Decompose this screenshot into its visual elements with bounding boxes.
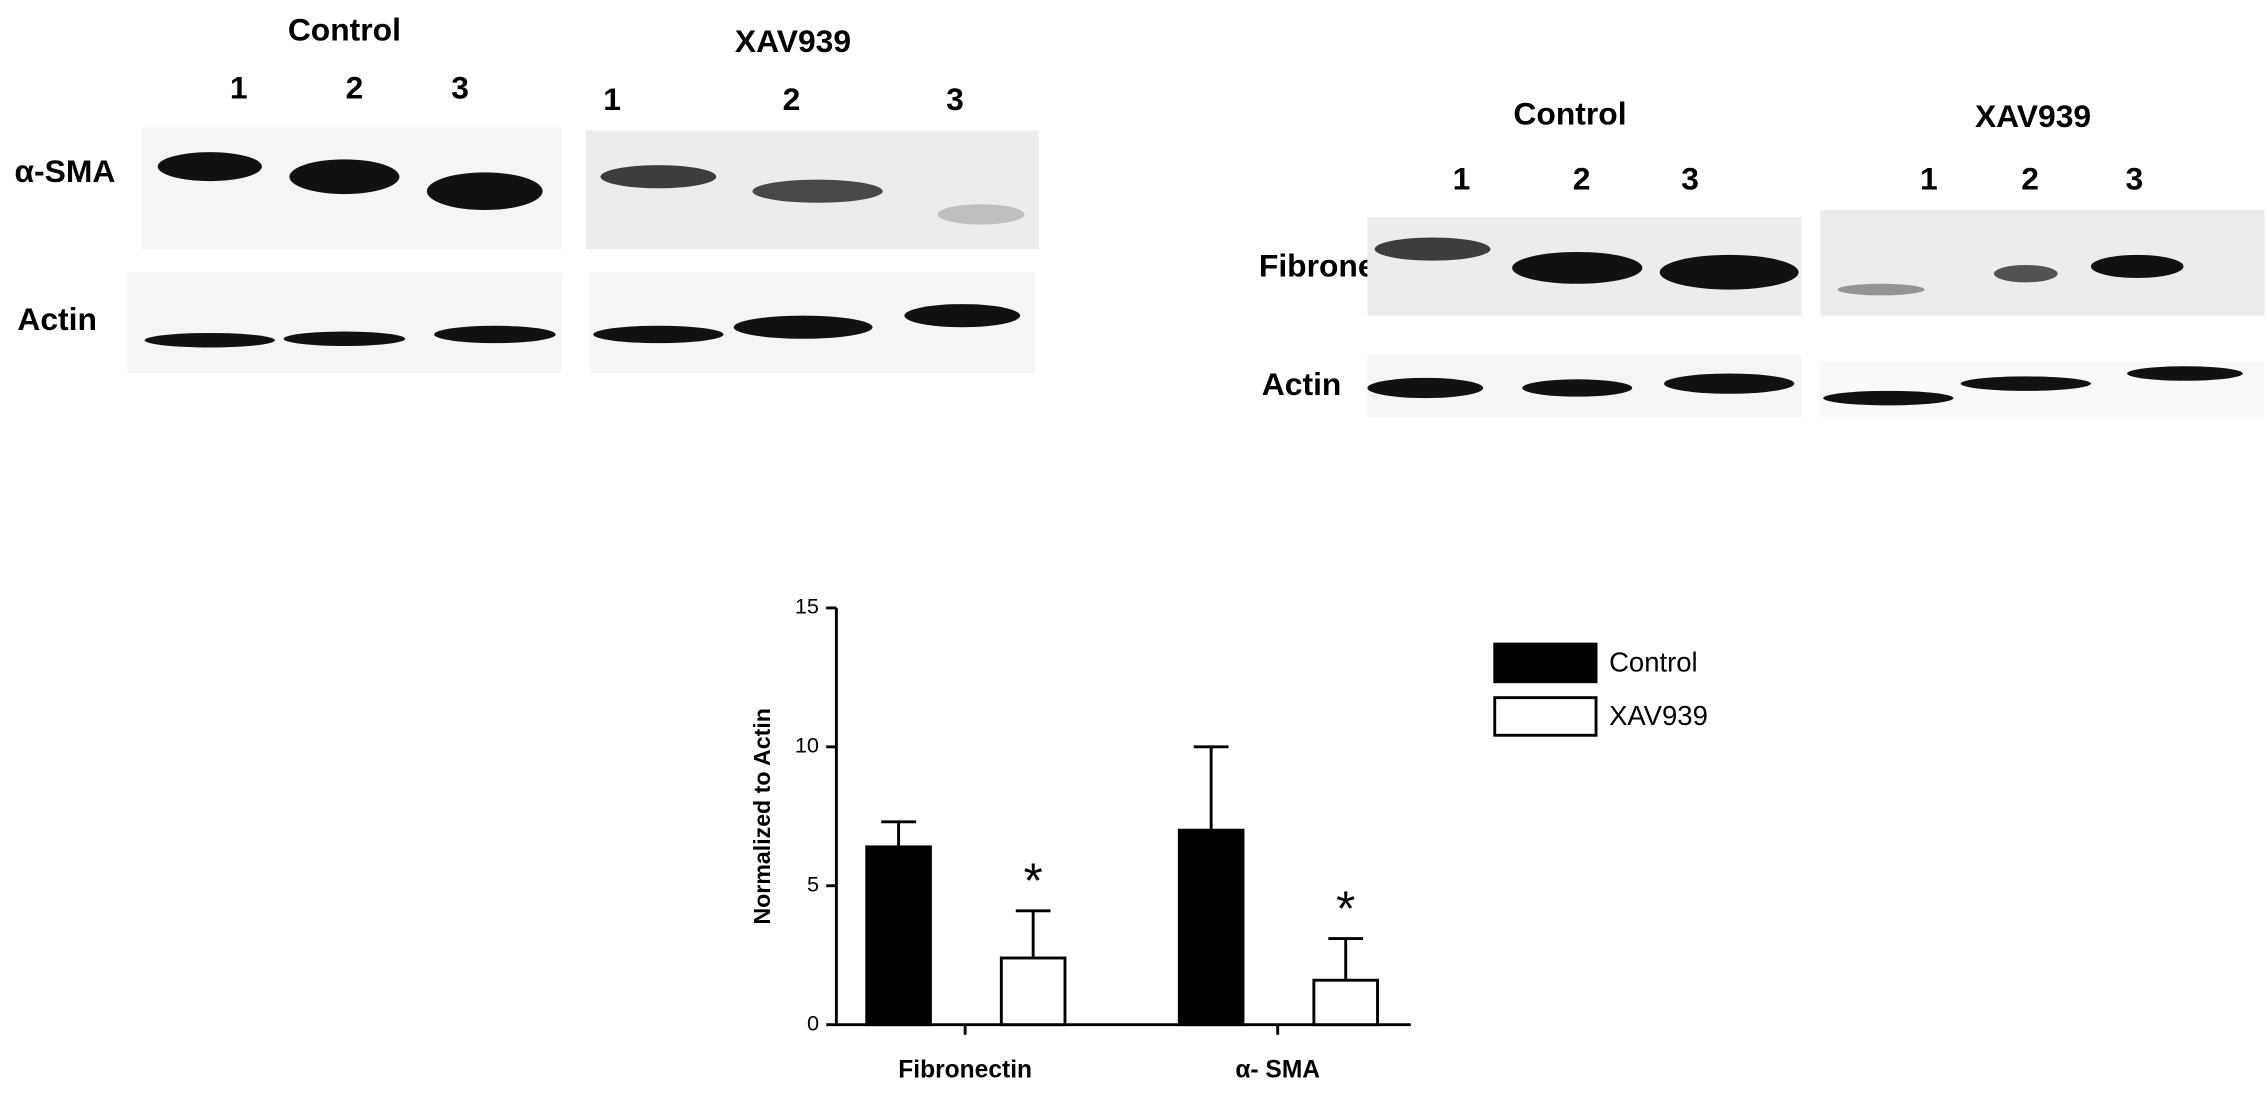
row-label: Actin — [1262, 366, 1342, 402]
bar — [1312, 978, 1379, 1027]
bar — [1177, 828, 1245, 1027]
band — [144, 333, 275, 348]
y-axis-label: Normalized to Actin — [749, 708, 775, 924]
band — [2127, 366, 2243, 381]
y-tick-label: 15 — [795, 594, 819, 619]
annotation: * — [1336, 881, 1355, 936]
band — [1522, 379, 1633, 397]
lane-label: 2 — [783, 81, 801, 117]
lane-label: 2 — [1573, 160, 1591, 196]
bar — [999, 956, 1067, 1027]
legend-swatch — [1493, 696, 1598, 737]
band — [937, 204, 1025, 225]
y-tick-label: 10 — [795, 733, 819, 758]
left-blot: Control XAV939 1 2 3 1 2 3 α-SMA Actin — [14, 11, 1039, 374]
group-label: XAV939 — [1975, 98, 2091, 134]
blot-panel — [127, 272, 562, 374]
lane-label: 3 — [451, 69, 469, 105]
band — [1367, 377, 1484, 399]
group-label: Control — [1513, 95, 1626, 131]
lane-label: 1 — [230, 69, 248, 105]
lane-label: 1 — [1920, 160, 1938, 196]
band — [426, 172, 543, 211]
y-tick-label: 5 — [807, 871, 819, 896]
lane-label: 3 — [946, 81, 964, 117]
band — [434, 325, 556, 344]
band — [733, 315, 873, 339]
right-blot: Control XAV939 1 2 3 1 2 3 Fibronectin A… — [1259, 95, 2265, 417]
band — [289, 159, 400, 195]
band — [1659, 254, 1799, 290]
band — [1374, 237, 1491, 261]
lane-label: 2 — [346, 69, 364, 105]
lane-label: 2 — [2021, 160, 2039, 196]
band — [1664, 373, 1795, 394]
lane-label: 3 — [1681, 160, 1699, 196]
x-tick-label: α- SMA — [1235, 1056, 1320, 1083]
group-label: XAV939 — [735, 23, 851, 59]
band — [600, 165, 717, 189]
bar — [865, 845, 932, 1027]
band — [157, 152, 262, 182]
lane-label: 3 — [2125, 160, 2143, 196]
row-label: α-SMA — [14, 153, 115, 189]
band — [1960, 376, 2091, 391]
band — [1993, 264, 2058, 283]
band — [752, 179, 883, 203]
lane-label: 1 — [603, 81, 621, 117]
legend-label: XAV939 — [1609, 700, 1708, 731]
band — [1823, 390, 1954, 406]
band — [1512, 251, 1643, 284]
legend-label: Control — [1609, 647, 1698, 678]
band — [593, 325, 724, 344]
group-label: Control — [288, 11, 401, 47]
blot-panel — [1820, 210, 2265, 316]
annotation: * — [1024, 854, 1043, 909]
lane-label: 1 — [1453, 160, 1471, 196]
row-label: Actin — [17, 301, 97, 337]
band — [283, 331, 406, 347]
y-tick-label: 0 — [807, 1010, 819, 1035]
band — [904, 304, 1021, 328]
x-tick-label: Fibronectin — [898, 1056, 1032, 1083]
legend-swatch — [1493, 642, 1598, 684]
band — [2090, 254, 2184, 279]
band — [1837, 283, 1925, 296]
